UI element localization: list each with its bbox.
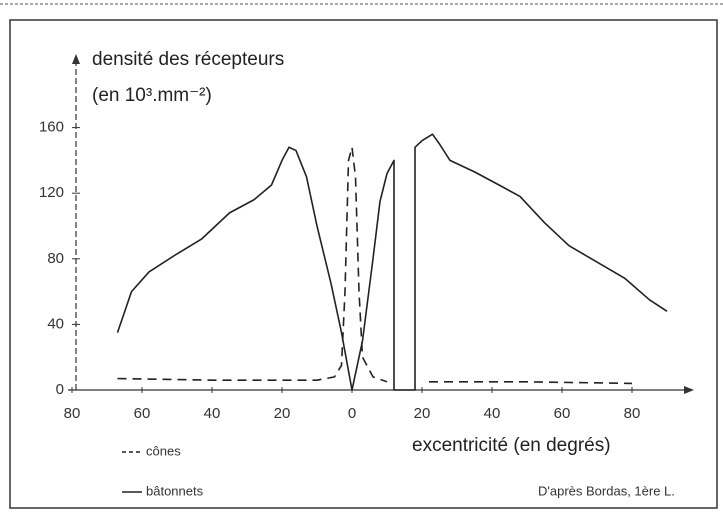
y-tick-label: 0 [56,381,64,398]
y-tick-label: 40 [47,315,64,332]
x-tick-label: 20 [274,405,291,422]
y-axis-label: (en 10³.mm⁻²) [92,85,212,106]
x-tick-label: 20 [414,405,431,422]
y-axis-label: densité des récepteurs [92,49,284,70]
x-tick-label: 80 [624,405,641,422]
x-tick-label: 40 [204,405,221,422]
x-tick-label: 80 [64,405,81,422]
x-tick-label: 60 [554,405,571,422]
x-tick-label: 60 [134,405,151,422]
frame [9,19,718,509]
source: D'après Bordas, 1ère L. [538,483,675,498]
y-tick-label: 120 [39,184,64,201]
x-tick-label: 0 [348,405,356,422]
y-axis-arrow [72,54,80,64]
x-tick-label: 40 [484,405,501,422]
series-line [116,133,668,391]
x-axis-arrow [684,386,694,394]
y-tick-label: 80 [47,250,64,267]
legend-label: cônes [146,443,181,458]
y-tick-label: 160 [39,119,64,136]
x-axis-label: excentricité (en degrés) [412,435,611,456]
series-line [117,146,633,385]
legend-label: bâtonnets [146,483,204,498]
